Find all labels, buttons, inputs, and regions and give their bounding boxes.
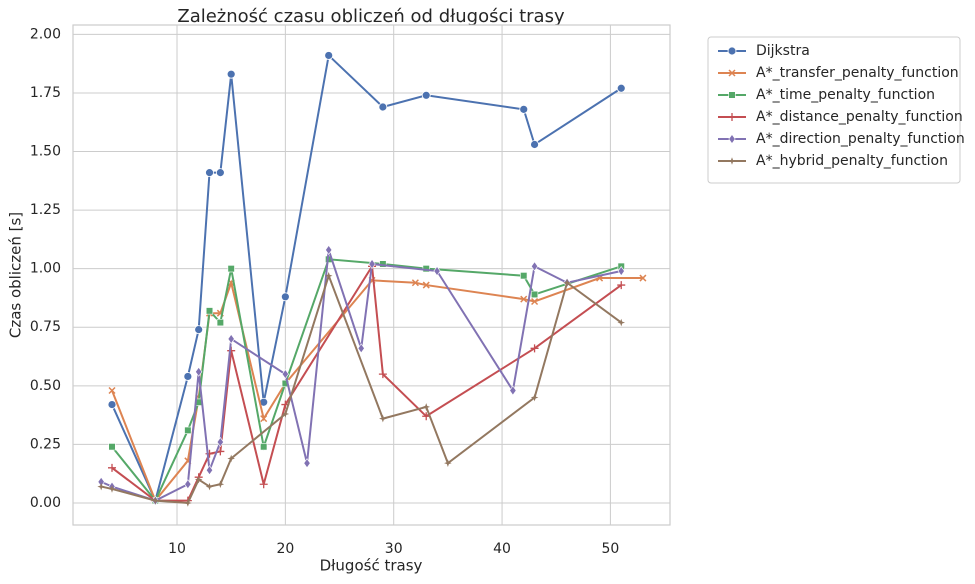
marker	[260, 443, 268, 451]
series-line	[100, 272, 622, 505]
marker	[205, 307, 214, 315]
legend-marker	[728, 133, 736, 145]
legend-label: A*_distance_penalty_function	[756, 109, 963, 125]
marker	[509, 385, 517, 396]
marker	[216, 437, 224, 448]
marker	[194, 325, 204, 334]
marker	[368, 258, 376, 270]
legend-label: A*_hybrid_penalty_function	[756, 153, 948, 169]
marker	[324, 271, 333, 280]
y-tick-label: 1.75	[30, 85, 61, 101]
marker	[530, 140, 539, 149]
y-tick-label: 1.25	[30, 202, 61, 218]
marker	[151, 496, 160, 505]
marker	[324, 51, 334, 60]
marker	[520, 272, 528, 280]
legend-marker	[728, 113, 736, 121]
marker	[227, 454, 235, 463]
marker	[184, 499, 192, 507]
series-line	[100, 249, 622, 502]
legend-label: A*_time_penalty_function	[756, 87, 935, 103]
x-tick-label: 10	[168, 541, 186, 557]
marker	[97, 482, 105, 491]
marker	[259, 480, 268, 489]
marker	[107, 400, 117, 409]
marker	[215, 168, 225, 178]
marker	[563, 278, 571, 287]
x-tick-label: 50	[601, 541, 619, 557]
marker	[260, 415, 268, 423]
marker	[108, 463, 117, 472]
marker	[422, 403, 431, 411]
legend-label: Dijkstra	[756, 43, 810, 59]
marker	[281, 369, 289, 380]
marker	[205, 482, 214, 491]
marker	[379, 414, 387, 423]
legend: Dijkstra A*_transfer_penalty_function A*_t…	[707, 36, 965, 184]
marker	[108, 386, 116, 395]
chart-title: Zależność czasu obliczeń od długości tra…	[177, 6, 565, 27]
x-tick-label: 30	[385, 541, 403, 557]
marker	[226, 69, 236, 79]
marker	[616, 83, 626, 93]
marker	[519, 104, 529, 114]
marker	[411, 279, 419, 287]
marker	[530, 344, 539, 353]
y-tick-label: 1.50	[30, 144, 61, 160]
x-tick-label: 40	[493, 541, 511, 557]
legend-marker	[727, 46, 737, 56]
marker	[378, 370, 387, 379]
marker	[280, 292, 290, 302]
legend-marker	[728, 157, 736, 165]
marker	[227, 333, 235, 344]
marker	[421, 90, 431, 100]
marker	[325, 244, 333, 255]
plot-frame	[72, 24, 671, 526]
y-tick-label: 1.00	[30, 261, 61, 277]
marker	[433, 265, 441, 277]
marker	[357, 343, 365, 354]
marker	[520, 295, 528, 303]
legend-label: A*_direction_penalty_function	[756, 131, 965, 147]
marker	[205, 168, 214, 178]
marker	[227, 265, 235, 273]
marker	[639, 274, 647, 282]
marker	[530, 393, 539, 402]
marker	[303, 458, 311, 469]
marker	[617, 318, 626, 327]
marker	[183, 372, 193, 381]
legend-marker	[728, 69, 736, 77]
marker	[205, 465, 214, 476]
y-tick-label: 2.00	[30, 26, 61, 42]
marker	[216, 480, 225, 489]
marker	[531, 297, 539, 306]
x-axis-label: Długość trasy	[320, 557, 423, 575]
y-axis-label: Czas obliczeń [s]	[7, 212, 25, 338]
marker	[530, 290, 539, 299]
marker	[444, 459, 452, 467]
marker	[184, 426, 192, 434]
marker	[617, 281, 626, 290]
marker	[378, 102, 388, 112]
legend-frame	[707, 36, 961, 184]
x-tick-label: 20	[276, 541, 294, 557]
marker	[195, 366, 203, 377]
legend-label: A*_transfer_penalty_function	[756, 65, 959, 81]
y-tick-label: 0.25	[30, 436, 61, 452]
marker	[530, 261, 539, 272]
marker	[184, 479, 192, 490]
marker	[216, 318, 224, 327]
marker	[108, 443, 116, 451]
y-tick-label: 0.50	[30, 378, 61, 394]
y-tick-label: 0.75	[30, 319, 61, 335]
marker	[108, 485, 116, 493]
marker	[422, 281, 430, 289]
y-tick-label: 0.00	[30, 495, 61, 511]
marker	[194, 475, 203, 484]
marker	[281, 410, 290, 418]
marker	[617, 265, 625, 277]
legend-marker	[728, 91, 736, 99]
